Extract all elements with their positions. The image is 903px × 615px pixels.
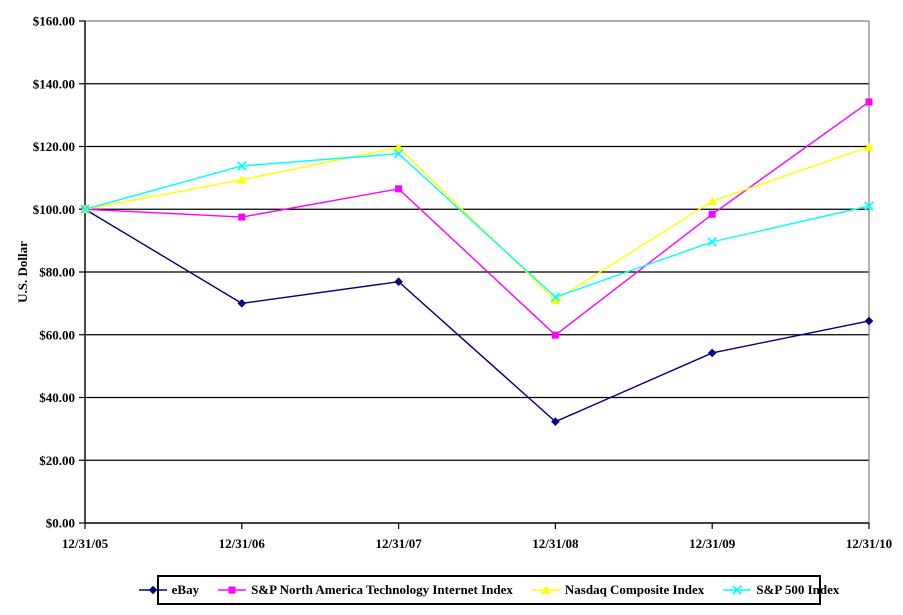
x-marker-icon xyxy=(707,237,718,247)
x-marker-icon xyxy=(393,148,404,159)
y-tick-label: $160.00 xyxy=(33,14,75,29)
square-marker-icon xyxy=(395,185,403,193)
y-tick-label: $100.00 xyxy=(33,202,75,217)
diamond-marker-icon xyxy=(864,316,874,326)
triangle-marker-icon xyxy=(393,142,404,152)
legend-label-sp500-index: S&P 500 Index xyxy=(756,582,840,597)
diamond-marker-icon xyxy=(707,348,717,358)
nasdaq-triangle-legend-icon xyxy=(531,584,560,596)
square-marker-icon xyxy=(551,331,559,339)
square-legend-glyph xyxy=(218,586,247,594)
diamond-marker-icon xyxy=(551,417,560,426)
square-marker-icon xyxy=(865,98,873,106)
x-tick-label: 12/31/05 xyxy=(62,536,109,551)
square-marker-icon xyxy=(708,210,716,218)
x-marker-icon xyxy=(550,292,561,302)
y-tick-label: $20.00 xyxy=(39,453,75,468)
legend-label-ebay: eBay xyxy=(171,582,200,597)
x-legend-glyph xyxy=(723,585,752,595)
diamond-marker-icon xyxy=(394,277,403,287)
legend-item-sp500-index: S&P 500 Index xyxy=(723,582,839,598)
square-marker-icon xyxy=(228,586,236,594)
legend-item-ebay: eBay xyxy=(138,582,200,598)
x-marker-icon xyxy=(236,161,247,171)
ebay-diamond-legend-icon xyxy=(138,584,167,596)
triangle-legend-glyph xyxy=(531,585,560,594)
triangle-marker-icon xyxy=(236,175,247,184)
series-line xyxy=(84,152,870,298)
y-tick-label: $40.00 xyxy=(39,390,75,405)
diamond-marker-icon xyxy=(148,585,157,595)
legend-item-sp-na-tech-internet-index: S&P North America Technology Internet In… xyxy=(218,582,513,598)
series-line xyxy=(84,146,870,302)
y-tick-label: $140.00 xyxy=(33,76,75,91)
triangle-marker-icon xyxy=(550,295,561,305)
x-marker-icon xyxy=(732,585,743,595)
x-tick-label: 12/31/08 xyxy=(532,536,579,551)
triangle-marker-icon xyxy=(864,142,874,151)
x-tick-label: 12/31/09 xyxy=(689,536,736,551)
triangle-marker-icon xyxy=(540,585,551,594)
tech-index-square-legend-icon xyxy=(218,584,247,596)
y-axis-title: U.S. Dollar xyxy=(15,241,30,303)
legend-label-nasdaq-composite-index: Nasdaq Composite Index xyxy=(564,582,705,597)
y-tick-label: $60.00 xyxy=(39,327,75,342)
sp500-x-legend-icon xyxy=(723,584,752,596)
x-tick-label: 12/31/07 xyxy=(375,536,422,551)
y-tick-label: $80.00 xyxy=(39,265,75,280)
legend-label-sp-na-tech-internet-index: S&P North America Technology Internet In… xyxy=(251,582,513,597)
y-tick-label: $120.00 xyxy=(33,139,75,154)
diamond-marker-icon xyxy=(237,299,247,308)
triangle-marker-icon xyxy=(707,196,718,205)
series-line xyxy=(84,101,870,336)
legend-item-nasdaq-composite-index: Nasdaq Composite Index xyxy=(531,582,705,598)
legend: eBay S&P North America Technology Intern… xyxy=(138,575,839,605)
y-tick-label: $0.00 xyxy=(46,516,75,531)
x-marker-icon xyxy=(864,201,874,211)
series-line xyxy=(84,208,870,423)
x-tick-label: 12/31/10 xyxy=(846,536,892,551)
x-tick-label: 12/31/06 xyxy=(219,536,266,551)
square-marker-icon xyxy=(238,213,246,221)
x-marker-icon xyxy=(80,204,90,215)
diamond-legend-glyph xyxy=(138,585,167,595)
